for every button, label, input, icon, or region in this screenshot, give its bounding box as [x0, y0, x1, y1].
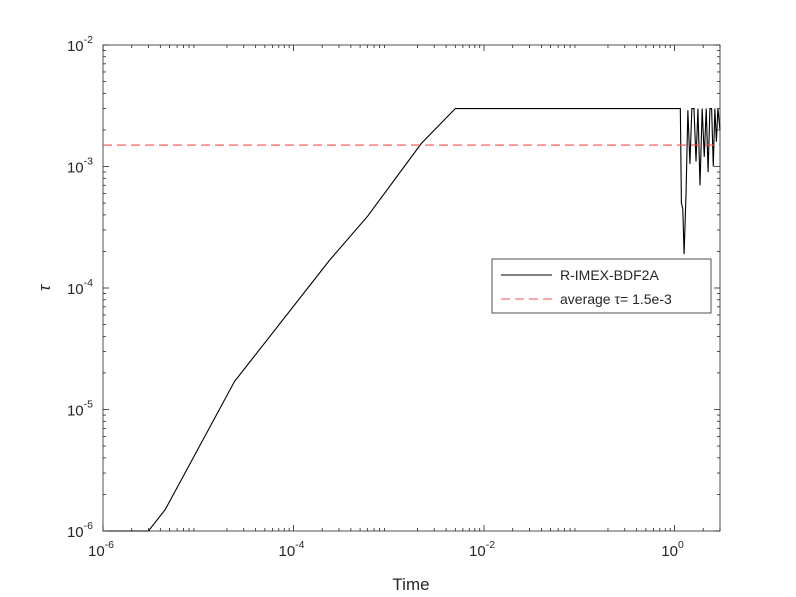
legend-label-average: average τ= 1.5e-3 [560, 291, 672, 307]
series-line-r-imex-bdf2a [103, 107, 721, 532]
y-tick-label: 10-3 [67, 156, 93, 177]
x-tick-label: 10-6 [88, 539, 114, 560]
y-tick-label: 10-6 [67, 520, 93, 541]
y-tick-label: 10-2 [67, 34, 93, 55]
y-axis-title: τ [35, 283, 54, 291]
x-tick-label: 10-4 [279, 539, 305, 560]
series-layer [103, 107, 721, 532]
y-tick-label: 10-5 [67, 399, 93, 420]
legend-box [491, 258, 712, 314]
x-tick-label: 10-2 [469, 539, 495, 560]
legend-label-r-imex-bdf2a: R-IMEX-BDF2A [560, 267, 659, 283]
y-tick-label: 10-4 [67, 277, 93, 298]
legend: R-IMEX-BDF2A average τ= 1.5e-3 [491, 258, 712, 314]
tick-labels: 10-6 10-4 10-2 100 10-6 10-5 10-4 10-3 10-2 [67, 34, 684, 560]
x-tick-label: 100 [661, 539, 684, 560]
x-axis-title: Time [392, 575, 429, 594]
ticks-layer [102, 44, 721, 532]
